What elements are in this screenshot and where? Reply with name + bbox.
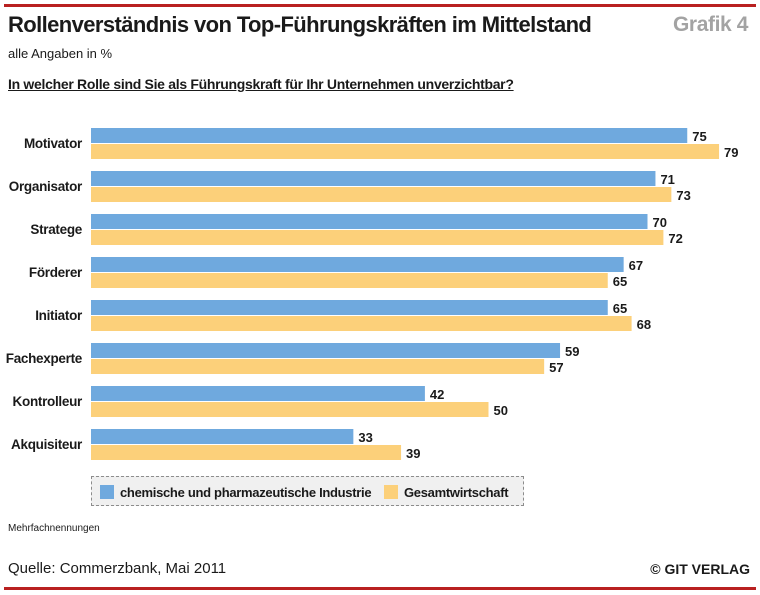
top-rule [4, 4, 756, 7]
category-label-fachexperte: Fachexperte [6, 351, 83, 366]
category-label-organisator: Organisator [9, 179, 83, 194]
bar-organisator-gesamtwirtschaft [91, 187, 672, 202]
legend-swatch-gesamtwirtschaft [384, 485, 398, 499]
value-label-initiator-gesamtwirtschaft: 68 [637, 317, 651, 332]
bar-stratege-gesamtwirtschaft [91, 230, 664, 245]
value-label-foerderer-chemie: 67 [629, 258, 643, 273]
value-label-kontrolleur-gesamtwirtschaft: 50 [494, 403, 508, 418]
bar-motivator-gesamtwirtschaft [91, 144, 720, 159]
value-label-initiator-chemie: 65 [613, 301, 627, 316]
bar-motivator-chemie [91, 128, 688, 143]
bar-fachexperte-chemie [91, 343, 561, 358]
chart-subtitle: alle Angaben in % [8, 46, 113, 61]
category-label-foerderer: Förderer [29, 265, 83, 280]
legend-swatch-chemie [100, 485, 114, 499]
category-label-akquisiteur: Akquisiteur [11, 437, 83, 452]
value-label-akquisiteur-gesamtwirtschaft: 39 [406, 446, 420, 461]
legend-item-gesamtwirtschaft: Gesamtwirtschaft [384, 484, 509, 500]
chart-legend: chemische und pharmazeutische Industrie … [91, 476, 524, 506]
value-label-stratege-chemie: 70 [653, 215, 667, 230]
bar-akquisiteur-chemie [91, 429, 354, 444]
category-label-stratege: Stratege [30, 222, 82, 237]
bottom-rule [4, 587, 756, 590]
bar-organisator-chemie [91, 171, 656, 186]
source-credit: Quelle: Commerzbank, Mai 2011 [8, 560, 227, 577]
value-label-organisator-gesamtwirtschaft: 73 [676, 188, 690, 203]
value-label-fachexperte-gesamtwirtschaft: 57 [549, 360, 563, 375]
value-label-kontrolleur-chemie: 42 [430, 387, 444, 402]
value-label-fachexperte-chemie: 59 [565, 344, 579, 359]
footnote: Mehrfachnennungen [8, 523, 100, 534]
figure-label: Grafik 4 [672, 13, 748, 36]
bar-kontrolleur-gesamtwirtschaft [91, 402, 489, 417]
value-label-motivator-gesamtwirtschaft: 79 [724, 145, 738, 160]
survey-question: In welcher Rolle sind Sie als Führungskr… [8, 76, 514, 92]
bar-foerderer-chemie [91, 257, 624, 272]
value-label-organisator-chemie: 71 [660, 172, 674, 187]
category-label-motivator: Motivator [24, 136, 83, 151]
chart-title: Rollenverständnis von Top-Führungskräfte… [8, 12, 592, 37]
value-label-foerderer-gesamtwirtschaft: 65 [613, 274, 627, 289]
value-label-akquisiteur-chemie: 33 [358, 430, 372, 445]
bar-initiator-gesamtwirtschaft [91, 316, 632, 331]
bar-fachexperte-gesamtwirtschaft [91, 359, 545, 374]
category-label-kontrolleur: Kontrolleur [13, 394, 83, 409]
category-label-initiator: Initiator [35, 308, 83, 323]
bar-initiator-chemie [91, 300, 608, 315]
publisher-credit: © GIT VERLAG [650, 561, 750, 577]
legend-label-chemie: chemische und pharmazeutische Industrie [120, 484, 372, 500]
legend-item-chemie: chemische und pharmazeutische Industrie [100, 484, 372, 500]
bar-foerderer-gesamtwirtschaft [91, 273, 608, 288]
bar-kontrolleur-chemie [91, 386, 425, 401]
bar-stratege-chemie [91, 214, 648, 229]
value-label-stratege-gesamtwirtschaft: 72 [668, 231, 682, 246]
value-label-motivator-chemie: 75 [692, 129, 706, 144]
legend-label-gesamtwirtschaft: Gesamtwirtschaft [404, 484, 509, 500]
bar-akquisiteur-gesamtwirtschaft [91, 445, 402, 460]
